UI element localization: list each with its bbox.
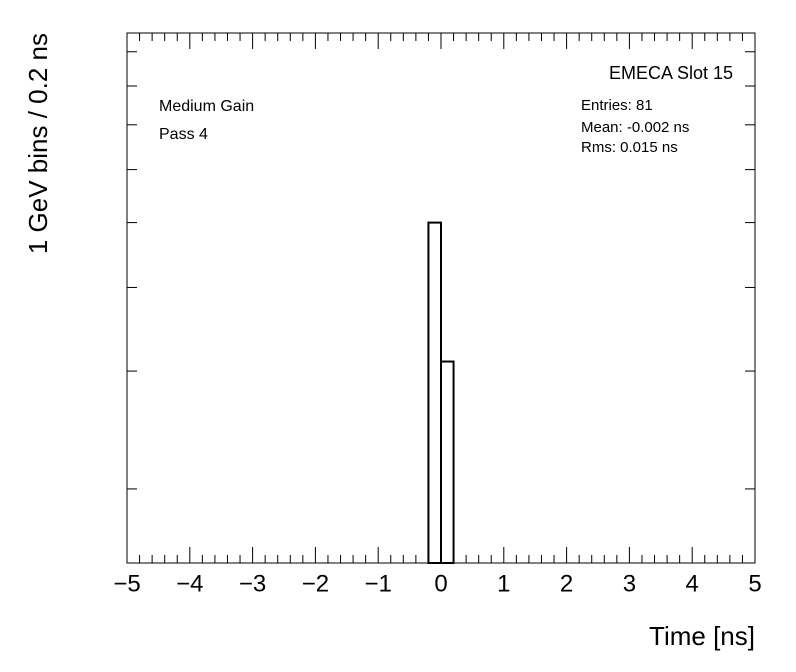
x-tick-label: 3: [623, 570, 636, 597]
x-tick-label: 4: [686, 570, 699, 597]
x-tick-label: −4: [176, 570, 203, 597]
x-tick-label: 0: [434, 570, 447, 597]
x-tick-label: −3: [239, 570, 266, 597]
stats-text: Rms: 0.015 ns: [581, 139, 678, 156]
bar: [427, 221, 443, 564]
x-tick-label: −2: [302, 570, 329, 597]
x-tick-label: 5: [748, 570, 761, 597]
chart-title: EMECA Slot 15: [609, 63, 733, 83]
bar: [440, 360, 455, 564]
x-tick-label: −5: [113, 570, 140, 597]
stats-text: Entries: 81: [581, 97, 653, 114]
x-axis-label: Time [ns]: [649, 621, 755, 651]
x-tick-label: 1: [497, 570, 510, 597]
annotation: Medium Gain: [159, 98, 254, 115]
y-axis-label: 1 GeV bins / 0.2 ns: [23, 33, 53, 254]
x-tick-label: −1: [365, 570, 392, 597]
stats-text: Mean: -0.002 ns: [581, 119, 689, 136]
x-tick-label: 2: [560, 570, 573, 597]
annotation: Pass 4: [159, 126, 208, 143]
